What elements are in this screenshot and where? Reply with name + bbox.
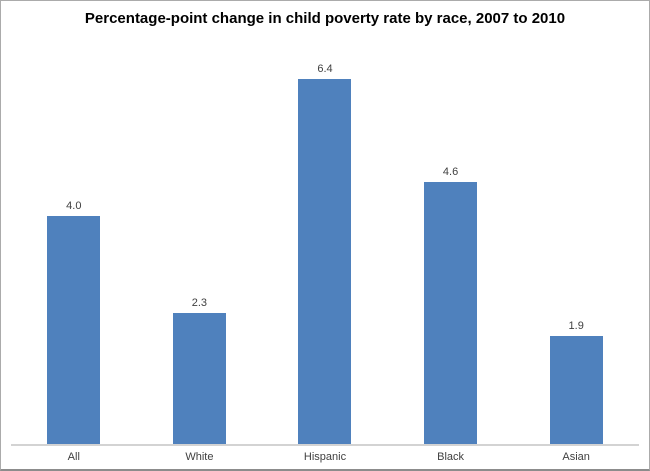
- bar-slot-black: 4.6: [388, 56, 514, 445]
- x-axis-label-asian: Asian: [562, 451, 590, 463]
- bar-slot-white: 2.3: [137, 56, 263, 445]
- x-axis-label-white: White: [185, 451, 214, 463]
- bar-hispanic: [298, 79, 352, 445]
- bar-slot-all: 4.0: [11, 56, 137, 445]
- chart-title: Percentage-point change in child poverty…: [84, 10, 566, 27]
- plot-area: 4.0 2.3 6.4 4.6 1.9: [11, 56, 639, 445]
- bar-black: [424, 182, 478, 445]
- bar-value-label-black: 4.6: [442, 166, 459, 178]
- bar-all: [47, 216, 101, 445]
- bar-value-label-all: 4.0: [66, 200, 82, 212]
- x-axis-label-hispanic: Hispanic: [303, 451, 347, 463]
- bar-asian: [549, 336, 603, 445]
- bar-slot-asian: 1.9: [513, 56, 639, 445]
- bar-value-label-hispanic: 6.4: [317, 63, 333, 75]
- bar-value-label-asian: 1.9: [568, 320, 584, 332]
- bar-white: [172, 313, 226, 445]
- bar-slot-hispanic: 6.4: [262, 56, 388, 445]
- x-axis-label-black: Black: [437, 451, 465, 463]
- bar-value-label-white: 2.3: [191, 297, 208, 309]
- x-axis-line: [11, 444, 639, 446]
- x-axis-label-all: All: [67, 451, 80, 463]
- x-axis-labels: All White Hispanic Black Asian: [11, 451, 639, 465]
